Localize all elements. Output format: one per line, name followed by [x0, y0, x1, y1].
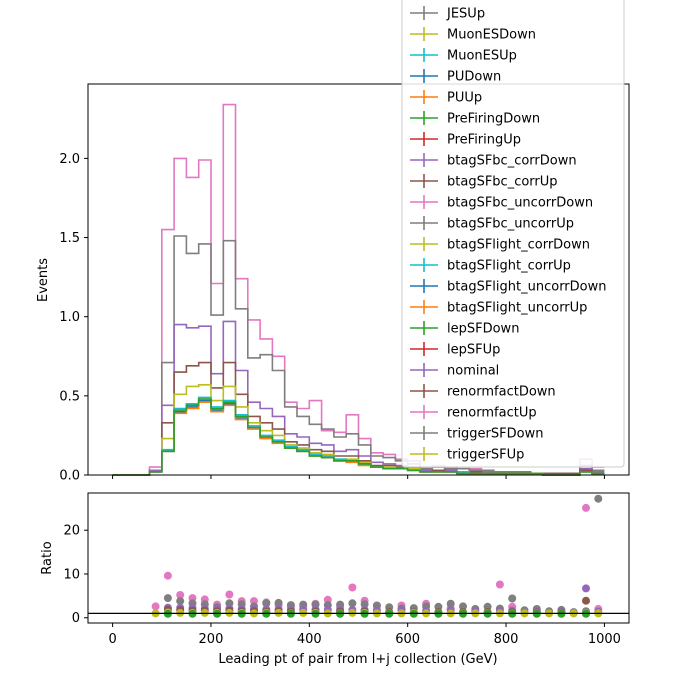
legend-label: btagSFlight_uncorrDown: [447, 280, 607, 295]
legend-item: PreFiringUp: [410, 132, 521, 148]
ratio-y-tick-label: 0: [72, 611, 80, 626]
ratio-point-triggerSFDown: [262, 599, 271, 608]
ratio-x-ticks: 0 200 400 600 800 1000: [108, 623, 621, 647]
legend-label: PreFiringUp: [447, 133, 521, 148]
legend-item: renormfactUp: [410, 405, 537, 421]
legend-label: btagSFbc_uncorrDown: [447, 196, 593, 211]
ratio-point-triggerSFDown: [163, 594, 172, 603]
legend-item: MuonESUp: [410, 48, 517, 64]
legend-item: PUDown: [410, 69, 501, 85]
legend-label: PUDown: [447, 70, 501, 85]
ratio-point-triggerSFDown: [274, 598, 283, 607]
ratio-point-renormfactUp: [176, 591, 185, 599]
legend-label: btagSFlight_uncorrUp: [447, 301, 587, 316]
ratio-y-tick-label: 20: [63, 524, 80, 539]
ratio-point-renormfactUp: [495, 580, 504, 589]
main-series-group: [112, 103, 605, 476]
legend-item: btagSFbc_uncorrDown: [410, 195, 593, 211]
ratio-point-triggerSFDown: [446, 599, 455, 608]
ratio-x-tick-label: 1000: [588, 632, 621, 647]
legend-label: MuonESUp: [447, 49, 517, 64]
legend-label: PreFiringDown: [447, 112, 540, 127]
ratio-point-triggerSFDown: [348, 599, 357, 608]
legend-item: triggerSFUp: [410, 447, 524, 463]
ratio-point-renormfactUp: [225, 590, 234, 599]
main-y-tick-label: 0.5: [59, 389, 80, 404]
legend-item: btagSFlight_corrDown: [410, 237, 590, 253]
legend-label: lepSFDown: [447, 322, 519, 337]
ratio-axes-frame: [87, 492, 630, 624]
legend-label: btagSFbc_uncorrUp: [447, 217, 574, 232]
ratio-point-nominal: [582, 584, 590, 593]
legend-label: triggerSFUp: [447, 448, 524, 463]
legend-label: btagSFbc_corrDown: [447, 154, 577, 169]
legend-item: lepSFDown: [410, 321, 519, 337]
legend-item: btagSFlight_uncorrUp: [410, 300, 587, 316]
ratio-point-renormfactUp: [582, 503, 590, 512]
ratio-point-triggerSFDown: [360, 600, 369, 609]
series-step-lepSFDown: [112, 398, 605, 476]
legend-label: lepSFUp: [447, 343, 500, 358]
legend-label: nominal: [447, 364, 499, 379]
legend-item: nominal: [410, 363, 499, 379]
legend-item: btagSFbc_corrDown: [410, 153, 577, 169]
legend-item: PUUp: [410, 90, 482, 106]
ratio-point-renormfactUp: [163, 571, 172, 580]
ratio-point-triggerSFDown: [459, 602, 467, 611]
main-y-tick-label: 1.0: [59, 310, 80, 325]
legend-box: [401, 0, 625, 468]
legend-label: MuonESDown: [447, 28, 536, 43]
main-y-ticks: 0.0 0.5 1.0 1.5 2.0: [59, 152, 88, 484]
main-y-tick-label: 1.5: [59, 231, 80, 246]
legend-label: btagSFbc_corrUp: [447, 175, 558, 190]
x-axis-label: Leading pt of pair from l+j collection (…: [218, 652, 497, 667]
legend-item: btagSFbc_uncorrUp: [410, 216, 574, 232]
legend-item: PreFiringDown: [410, 111, 540, 127]
legend-item: lepSFUp: [410, 342, 500, 358]
ratio-point-renormfactDown: [582, 596, 590, 605]
legend-label: JESUp: [446, 7, 485, 22]
ratio-series-group: [151, 494, 603, 618]
main-plot-panel: 0.0 0.5 1.0 1.5 2.0 Events: [36, 83, 630, 484]
legend-item: MuonESDown: [410, 27, 536, 43]
ratio-y-tick-label: 10: [63, 567, 80, 582]
main-y-axis-label: Events: [36, 258, 51, 302]
ratio-x-tick-label: 800: [494, 632, 519, 647]
legend-item: btagSFbc_corrUp: [410, 174, 558, 190]
ratio-plot-panel: 0 200 400 600 800 1000 0 10 20 Ratio Leading pt…: [40, 492, 630, 667]
ratio-x-tick-label: 400: [297, 632, 322, 647]
legend-label: renormfactDown: [447, 385, 556, 400]
main-x-ticks: [112, 475, 605, 479]
ratio-point-triggerSFDown: [176, 597, 185, 606]
legend-label: triggerSFDown: [447, 427, 543, 442]
legend-label: btagSFlight_corrDown: [447, 238, 590, 253]
main-y-tick-label: 2.0: [59, 152, 80, 167]
legend-item: triggerSFDown: [410, 426, 543, 442]
legend-label: btagSFlight_corrUp: [447, 259, 571, 274]
legend-item: renormfactDown: [410, 384, 556, 400]
ratio-y-axis-label: Ratio: [40, 541, 55, 574]
legend-label: PUUp: [447, 91, 482, 106]
main-axes-frame: [87, 83, 630, 476]
main-y-tick-label: 0.0: [59, 469, 80, 484]
ratio-point-triggerSFDown: [508, 594, 517, 603]
ratio-point-renormfactUp: [151, 602, 160, 611]
legend-item: btagSFlight_corrUp: [410, 258, 571, 274]
series-step-triggerSFDown: [112, 235, 605, 476]
legend-label: renormfactUp: [447, 406, 537, 421]
ratio-x-tick-label: 200: [199, 632, 224, 647]
ratio-x-tick-label: 0: [108, 632, 116, 647]
ratio-point-triggerSFDown: [594, 494, 603, 503]
ratio-y-ticks: 0 10 20: [63, 524, 88, 626]
legend: JESUp MuonESDown MuonESUp PUDown PUUp PreFiri…: [401, 0, 625, 468]
ratio-x-tick-label: 600: [395, 632, 420, 647]
legend-item: JESUp: [410, 6, 485, 22]
ratio-point-renormfactUp: [348, 583, 357, 592]
legend-item: btagSFlight_uncorrDown: [410, 279, 607, 295]
